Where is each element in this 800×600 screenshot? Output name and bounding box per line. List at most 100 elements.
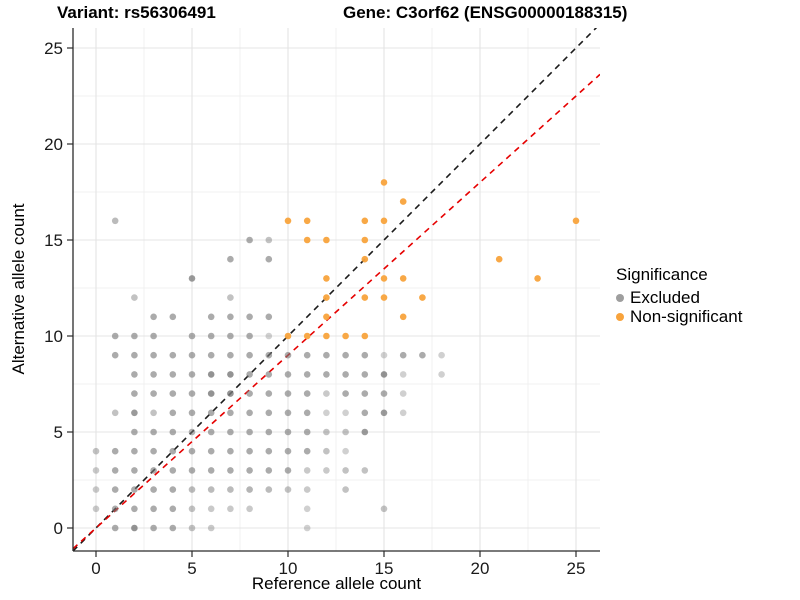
legend-title: Significance <box>616 265 708 284</box>
data-point-excluded <box>207 467 215 474</box>
data-point-excluded <box>246 428 253 436</box>
data-point-excluded <box>111 467 119 474</box>
data-point-excluded <box>207 390 215 397</box>
y-tick-label: 15 <box>44 231 63 250</box>
data-point-non-significant <box>284 332 292 340</box>
data-point-excluded <box>169 447 177 455</box>
data-point-excluded <box>188 505 196 513</box>
data-point-excluded <box>303 390 311 397</box>
data-point-non-significant <box>303 332 311 340</box>
y-tick-label: 20 <box>44 135 63 154</box>
data-point-excluded <box>246 390 253 397</box>
data-point-non-significant <box>399 275 407 282</box>
data-point-non-significant <box>380 179 388 186</box>
data-point-excluded <box>265 313 273 321</box>
data-point-excluded <box>188 467 196 474</box>
x-tick-label: 25 <box>567 559 586 578</box>
data-point-excluded <box>303 409 311 417</box>
data-point-excluded <box>131 486 138 493</box>
data-point-excluded <box>111 524 119 532</box>
data-point-excluded <box>227 486 234 493</box>
data-point-excluded <box>361 409 369 417</box>
x-tick-label: 20 <box>471 559 490 578</box>
data-point-excluded <box>380 371 388 378</box>
data-point-excluded <box>111 332 119 340</box>
data-point-excluded <box>111 217 119 225</box>
data-point-excluded <box>111 409 119 417</box>
data-point-excluded <box>188 486 196 493</box>
data-point-excluded <box>323 409 330 417</box>
data-point-excluded <box>342 371 349 378</box>
data-point-excluded <box>131 371 138 378</box>
data-point-excluded <box>323 467 330 474</box>
data-point-non-significant <box>323 332 330 340</box>
data-point-excluded <box>227 505 234 513</box>
data-point-excluded <box>342 428 349 436</box>
data-point-excluded <box>150 332 157 340</box>
data-point-excluded <box>227 409 234 417</box>
data-point-excluded <box>150 371 157 378</box>
data-point-excluded <box>207 313 215 321</box>
data-point-excluded <box>323 390 330 397</box>
data-point-excluded <box>323 351 330 359</box>
x-tick-label: 10 <box>279 559 298 578</box>
data-point-excluded <box>284 486 292 493</box>
data-point-non-significant <box>303 236 311 244</box>
data-point-excluded <box>246 236 253 244</box>
data-point-excluded <box>131 447 138 455</box>
data-point-excluded <box>246 486 253 493</box>
legend: Significance Excluded Non-significant <box>616 265 742 326</box>
data-point-excluded <box>303 486 311 493</box>
data-point-excluded <box>131 524 138 532</box>
data-point-non-significant <box>572 217 580 225</box>
data-point-excluded <box>227 371 234 378</box>
data-point-excluded <box>227 467 234 474</box>
data-point-excluded <box>303 467 311 474</box>
data-point-excluded <box>188 275 196 282</box>
data-point-excluded <box>284 409 292 417</box>
data-point-excluded <box>265 236 273 244</box>
data-point-excluded <box>227 294 234 301</box>
data-point-excluded <box>131 505 138 513</box>
data-point-non-significant <box>380 217 388 225</box>
gene-title: Gene: C3orf62 (ENSG00000188315) <box>343 3 628 22</box>
data-point-excluded <box>227 390 234 397</box>
x-tick-label: 0 <box>91 559 100 578</box>
data-point-excluded <box>131 294 138 301</box>
data-point-excluded <box>399 390 407 397</box>
data-point-excluded <box>207 447 215 455</box>
data-point-excluded <box>265 486 273 493</box>
data-point-excluded <box>265 371 273 378</box>
legend-label-nonsignificant: Non-significant <box>630 306 743 326</box>
data-point-excluded <box>284 351 292 359</box>
x-tick-label: 5 <box>187 559 196 578</box>
data-point-excluded <box>380 390 388 397</box>
data-point-excluded <box>284 447 292 455</box>
data-point-excluded <box>303 505 311 513</box>
data-point-excluded <box>361 351 369 359</box>
data-point-excluded <box>380 409 388 417</box>
data-point-excluded <box>284 428 292 436</box>
data-point-non-significant <box>342 332 349 340</box>
data-point-non-significant <box>361 217 369 225</box>
data-point-excluded <box>207 351 215 359</box>
data-point-excluded <box>111 486 119 493</box>
data-point-excluded <box>265 428 273 436</box>
y-axis-label: Alternative allele count <box>9 203 28 375</box>
data-point-excluded <box>265 467 273 474</box>
data-point-excluded <box>188 447 196 455</box>
data-point-excluded <box>150 486 157 493</box>
data-point-non-significant <box>495 255 503 263</box>
data-point-excluded <box>323 447 330 455</box>
data-point-excluded <box>284 390 292 397</box>
data-point-non-significant <box>303 217 311 225</box>
data-point-excluded <box>131 351 138 359</box>
data-point-non-significant <box>323 236 330 244</box>
identity-line <box>73 28 598 551</box>
y-tick-label: 5 <box>54 423 63 442</box>
data-point-excluded <box>342 409 349 417</box>
data-point-excluded <box>303 351 311 359</box>
data-point-excluded <box>150 505 157 513</box>
data-point-excluded <box>361 371 369 378</box>
